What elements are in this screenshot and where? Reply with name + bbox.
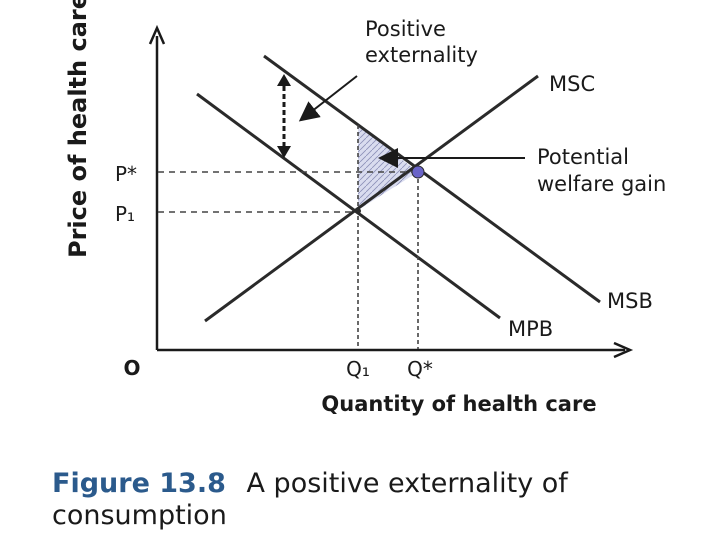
welfare-gain-area: [358, 125, 418, 210]
y-axis-arrowhead: [148, 24, 166, 45]
figure-caption-line2: consumption: [52, 500, 227, 531]
market-equilibrium-point: [355, 208, 361, 214]
msb-label: MSB: [607, 289, 653, 313]
q1-label: Q₁: [346, 357, 370, 381]
mpb-curve: [196, 92, 501, 320]
figure-number: Figure 13.8: [52, 468, 226, 499]
externality-pointer-arrow: [298, 75, 358, 122]
externality-label-line2: externality: [365, 43, 478, 67]
externality-gap-arrowhead-top: [277, 74, 291, 86]
figure-title-part1: A positive externality of: [247, 468, 570, 499]
p-star-label: P*: [115, 162, 137, 186]
x-axis-arrowhead: [613, 341, 634, 359]
origin-label: O: [123, 356, 140, 380]
social-optimum-point: [411, 165, 425, 179]
welfare-gain-label-line2: welfare gain: [537, 172, 666, 196]
x-axis-label: Quantity of health care: [321, 392, 596, 416]
figure-caption-line1: Figure 13.8 A positive externality of: [52, 468, 569, 499]
msb-curve: [263, 54, 601, 304]
externality-label-line1: Positive: [365, 17, 446, 41]
msc-curve: [204, 74, 539, 323]
mpb-label: MPB: [508, 317, 553, 341]
y-axis-label: Price of health care ($): [64, 0, 92, 258]
msc-label: MSC: [549, 72, 595, 96]
q-star-label: Q*: [407, 357, 433, 381]
welfare-gain-label-line1: Potential: [537, 145, 629, 169]
externality-gap-arrowhead-bottom: [277, 146, 291, 158]
p1-label: P₁: [115, 202, 135, 226]
